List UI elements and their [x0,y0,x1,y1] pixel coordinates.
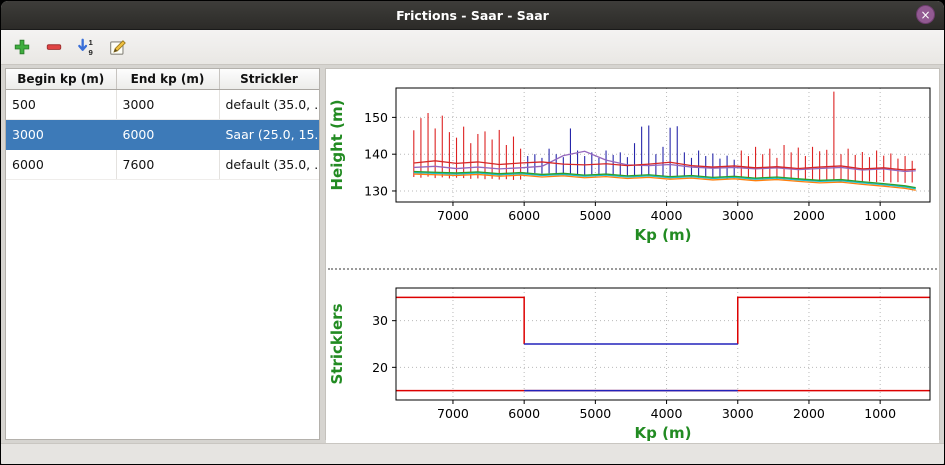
svg-text:Kp (m): Kp (m) [635,226,692,244]
minus-icon [46,44,62,50]
title-bar[interactable]: Frictions - Saar - Saar × [1,1,944,30]
plus-icon [14,39,30,55]
strickler-cell[interactable]: Saar (25.0, 15.0) [219,119,319,150]
svg-text:1000: 1000 [864,406,896,421]
strickler-cell[interactable]: default (35.0, … [219,89,319,120]
main-content: Begin kp (m) End kp (m) Strickler 500 300… [1,65,944,462]
svg-text:Stricklers: Stricklers [328,303,346,384]
svg-text:5000: 5000 [579,208,611,223]
edit-friction-button[interactable] [105,34,131,60]
svg-text:7000: 7000 [437,208,469,223]
add-friction-button[interactable] [9,34,35,60]
svg-text:30: 30 [372,313,388,328]
svg-text:150: 150 [364,110,388,125]
svg-text:2000: 2000 [793,406,825,421]
svg-text:130: 130 [364,183,388,198]
svg-text:3000: 3000 [722,406,754,421]
svg-text:4000: 4000 [651,208,683,223]
sort-1-9-icon: 1 9 [78,38,94,57]
strickler-cell[interactable]: default (35.0, … [219,149,319,180]
begin-kp-cell[interactable]: 3000 [6,119,117,150]
begin-kp-cell[interactable]: 6000 [6,149,117,180]
remove-friction-button[interactable] [41,34,67,60]
begin-kp-cell[interactable]: 500 [6,89,117,120]
table-body: 500 3000 default (35.0, … 3000 6000 Saar (25.… [6,89,319,180]
close-button[interactable]: × [916,5,935,24]
end-kp-cell[interactable]: 3000 [116,89,220,120]
svg-text:7000: 7000 [437,406,469,421]
status-bar [1,443,944,464]
frictions-table: Begin kp (m) End kp (m) Strickler 500 300… [6,69,319,180]
chart-splitter-handle[interactable] [328,268,937,276]
end-kp-cell[interactable]: 6000 [116,119,220,150]
svg-text:2000: 2000 [793,208,825,223]
stricklers-chart[interactable]: 7000 6000 5000 4000 3000 2000 1000 20 30 Kp (m) St… [326,278,938,458]
table-row[interactable]: 500 3000 default (35.0, … [6,89,319,120]
svg-text:Height (m): Height (m) [328,99,346,190]
stricklers-chart-area: 7000 6000 5000 4000 3000 2000 1000 20 30 Kp (m) St… [326,276,939,462]
table-row[interactable]: 6000 7600 default (35.0, … [6,149,319,180]
col-header-begin-kp[interactable]: Begin kp (m) [6,69,117,90]
svg-text:3000: 3000 [722,208,754,223]
height-chart[interactable]: 7000 6000 5000 4000 3000 2000 1000 130 140 150 Kp … [326,72,938,262]
frictions-table-panel: Begin kp (m) End kp (m) Strickler 500 300… [5,68,320,440]
col-header-strickler[interactable]: Strickler [219,69,319,90]
end-kp-cell[interactable]: 7600 [116,149,220,180]
svg-text:9: 9 [89,48,94,57]
charts-panel: 7000 6000 5000 4000 3000 2000 1000 130 140 150 Kp … [325,68,940,462]
sort-frictions-button[interactable]: 1 9 [73,34,99,60]
svg-text:1: 1 [89,38,94,47]
svg-text:Kp (m): Kp (m) [635,424,692,442]
col-header-end-kp[interactable]: End kp (m) [116,69,220,90]
window-title: Frictions - Saar - Saar [396,7,549,23]
height-chart-area: 7000 6000 5000 4000 3000 2000 1000 130 140 150 Kp … [326,69,939,266]
svg-text:5000: 5000 [579,406,611,421]
edit-pencil-icon [109,39,126,55]
svg-text:140: 140 [364,147,388,162]
svg-text:20: 20 [372,360,388,375]
toolbar: 1 9 [1,30,944,65]
svg-text:6000: 6000 [508,208,540,223]
svg-text:6000: 6000 [508,406,540,421]
table-header-row: Begin kp (m) End kp (m) Strickler [6,69,319,90]
svg-text:1000: 1000 [864,208,896,223]
svg-text:4000: 4000 [651,406,683,421]
